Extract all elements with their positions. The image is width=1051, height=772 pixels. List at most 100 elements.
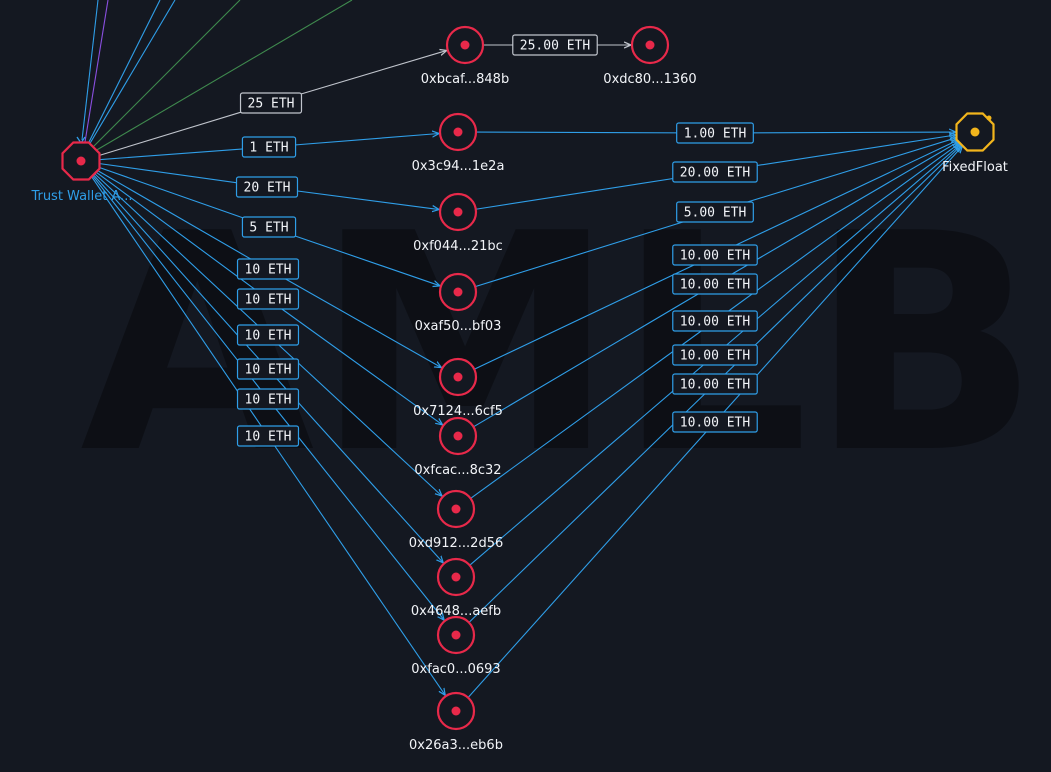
node-label: 0xd912...2d56 xyxy=(409,536,504,551)
bg-edge-blue xyxy=(87,0,161,145)
edge-amount-label-15[interactable]: 10.00 ETH xyxy=(672,273,758,295)
edge-amount-box xyxy=(672,273,758,295)
edge-amount-box xyxy=(236,425,300,447)
edge-amount-text: 25 ETH xyxy=(248,97,295,112)
edge-amount-text: 10.00 ETH xyxy=(680,416,750,431)
node-dot xyxy=(645,40,655,50)
edge-amount-label-3[interactable]: 20 ETH xyxy=(235,176,299,198)
edge-amount-box xyxy=(236,358,300,380)
edge-amount-label-6[interactable]: 10 ETH xyxy=(236,288,300,310)
edge-amount-label-16[interactable]: 10.00 ETH xyxy=(672,310,758,332)
node-7124[interactable]: 0x7124...6cf5 xyxy=(413,357,503,419)
node-af50[interactable]: 0xaf50...bf03 xyxy=(415,272,502,334)
edge-amount-label-17[interactable]: 10.00 ETH xyxy=(672,344,758,366)
edge-amount-text: 5 ETH xyxy=(249,221,288,236)
edge-amount-label-5[interactable]: 10 ETH xyxy=(236,258,300,280)
edge-amount-text: 25.00 ETH xyxy=(520,39,590,54)
node-dot xyxy=(76,156,86,166)
node-dot xyxy=(460,40,470,50)
bg-edge-purple xyxy=(84,0,109,143)
node-label: 0xfac0...0693 xyxy=(411,662,500,677)
edge-amount-box xyxy=(672,373,758,395)
edge-amount-text: 10 ETH xyxy=(245,263,292,278)
watermark-text: AMLB xyxy=(80,170,1040,519)
edge-amount-box xyxy=(672,310,758,332)
node-label: 0xaf50...bf03 xyxy=(415,319,502,334)
node-dot xyxy=(453,287,463,297)
edge-amount-box xyxy=(239,92,303,114)
node-label: 0x4648...aefb xyxy=(411,604,501,619)
node-fac0[interactable]: 0xfac0...0693 xyxy=(411,615,501,677)
edge-amount-label-14[interactable]: 10.00 ETH xyxy=(672,244,758,266)
node-26a3[interactable]: 0x26a3...eb6b xyxy=(409,691,503,753)
node-fcac[interactable]: 0xfcac...8c32 xyxy=(414,416,502,478)
node-dot xyxy=(453,127,463,137)
edge-amount-box xyxy=(235,176,299,198)
node-ff[interactable]: FixedFloat xyxy=(942,112,1008,176)
edge-amount-text: 10 ETH xyxy=(245,393,292,408)
edge-amount-label-12[interactable]: 20.00 ETH xyxy=(672,161,758,183)
node-f044[interactable]: 0xf044...21bc xyxy=(413,192,503,254)
edge-amount-label-11[interactable]: 1.00 ETH xyxy=(676,122,754,144)
edge-amount-label-7[interactable]: 10 ETH xyxy=(236,324,300,346)
edge-amount-box xyxy=(236,258,300,280)
node-label: 0xbcaf...848b xyxy=(421,72,509,87)
edge-amount-text: 10.00 ETH xyxy=(680,315,750,330)
node-label: Trust Wallet A... xyxy=(30,189,132,204)
edge-amount-text: 20.00 ETH xyxy=(680,166,750,181)
node-dot xyxy=(453,207,463,217)
edge-amount-text: 10 ETH xyxy=(245,363,292,378)
edge-amount-text: 10 ETH xyxy=(245,293,292,308)
bg-edge-green xyxy=(91,0,241,149)
node-dot xyxy=(453,372,463,382)
edge-amount-text: 10 ETH xyxy=(245,329,292,344)
bg-edge-green xyxy=(94,0,353,152)
node-label: 0x26a3...eb6b xyxy=(409,738,503,753)
node-dc80[interactable]: 0xdc80...1360 xyxy=(603,25,697,87)
node-dot xyxy=(451,630,461,640)
node-src[interactable]: Trust Wallet A... xyxy=(30,141,133,205)
edge-amount-box xyxy=(672,344,758,366)
edge-amount-text: 1 ETH xyxy=(249,141,288,156)
edge-amount-box xyxy=(676,122,754,144)
edge-amount-box xyxy=(512,34,598,56)
edge-amount-text: 10 ETH xyxy=(245,430,292,445)
nodes-layer: Trust Wallet A... 0xbcaf...848b 0xdc80...1… xyxy=(30,25,1008,753)
node-label: 0x7124...6cf5 xyxy=(413,404,503,419)
edge-amount-box xyxy=(676,201,754,223)
node-4648[interactable]: 0x4648...aefb xyxy=(411,557,501,619)
edge-amount-box xyxy=(241,216,297,238)
edge-amount-text: 10.00 ETH xyxy=(680,278,750,293)
exchange-badge-icon xyxy=(986,115,992,121)
edge-amount-label-19[interactable]: 10.00 ETH xyxy=(672,411,758,433)
edge-amount-label-2[interactable]: 1 ETH xyxy=(241,136,297,158)
edge-amount-label-18[interactable]: 10.00 ETH xyxy=(672,373,758,395)
bg-edge-blue xyxy=(81,0,99,141)
edge-amount-label-13[interactable]: 5.00 ETH xyxy=(676,201,754,223)
edge-amount-label-1[interactable]: 25.00 ETH xyxy=(512,34,598,56)
edge-amount-label-8[interactable]: 10 ETH xyxy=(236,358,300,380)
edge-amount-box xyxy=(672,161,758,183)
edge-amount-label-0[interactable]: 25 ETH xyxy=(239,92,303,114)
node-label: FixedFloat xyxy=(942,160,1008,175)
edge-amount-text: 10.00 ETH xyxy=(680,349,750,364)
edge-amount-text: 5.00 ETH xyxy=(684,206,747,221)
node-d912[interactable]: 0xd912...2d56 xyxy=(409,489,504,551)
edge-amount-label-9[interactable]: 10 ETH xyxy=(236,388,300,410)
node-label: 0x3c94...1e2a xyxy=(412,159,505,174)
node-dot xyxy=(451,572,461,582)
edge-amount-box xyxy=(236,288,300,310)
edge-amount-label-10[interactable]: 10 ETH xyxy=(236,425,300,447)
node-label: 0xf044...21bc xyxy=(413,239,503,254)
node-bcaf[interactable]: 0xbcaf...848b xyxy=(421,25,509,87)
node-dot xyxy=(451,504,461,514)
edge-amount-box xyxy=(672,411,758,433)
edge-amount-text: 10.00 ETH xyxy=(680,249,750,264)
node-3c94[interactable]: 0x3c94...1e2a xyxy=(412,112,505,174)
edge-amount-text: 10.00 ETH xyxy=(680,378,750,393)
edge-amount-label-4[interactable]: 5 ETH xyxy=(241,216,297,238)
bg-edge-blue xyxy=(88,0,176,146)
node-label: 0xdc80...1360 xyxy=(603,72,696,87)
offscreen-edges xyxy=(76,0,353,152)
